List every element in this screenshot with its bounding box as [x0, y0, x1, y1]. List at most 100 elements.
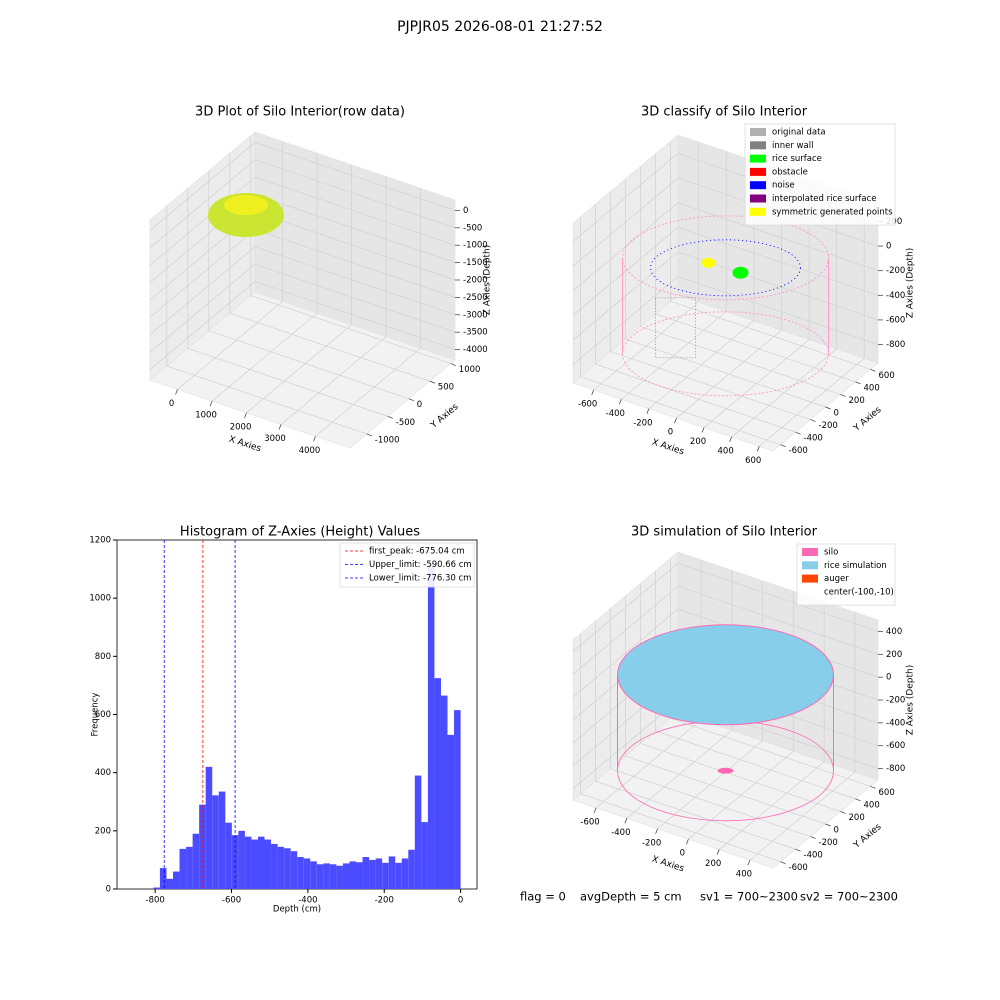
bar: [434, 678, 441, 889]
grid-line: [610, 768, 811, 837]
bar: [323, 863, 330, 889]
tick-mark: [810, 419, 816, 422]
bar: [336, 865, 343, 889]
bar: [179, 848, 187, 889]
y-tick-label: -500: [396, 418, 415, 428]
grid-line: [254, 263, 456, 333]
grid-line: [572, 153, 679, 242]
x-axis-label: X Axies: [227, 435, 262, 455]
y-tick-label: -200: [819, 421, 838, 431]
grid-line: [595, 780, 796, 850]
y-tick-label: -600: [789, 863, 808, 873]
grid-line: [149, 246, 256, 336]
tick-mark: [591, 389, 595, 396]
legend-swatch: [802, 574, 818, 583]
y-tick-label: 800: [95, 652, 111, 662]
y-tick-label: -400: [804, 851, 823, 861]
tick-mark: [655, 828, 658, 834]
grid-line: [677, 276, 879, 345]
legend-swatch: [750, 181, 766, 190]
grid-line: [625, 338, 826, 408]
bar: [349, 861, 357, 889]
y-tick-label: 0: [106, 885, 111, 895]
y-tick-label: 600: [879, 788, 895, 798]
tick-mark: [780, 861, 786, 865]
legend-box: [744, 123, 896, 226]
grid-line: [580, 376, 781, 446]
bar: [173, 871, 180, 889]
bar: [440, 695, 448, 889]
bar: [153, 887, 160, 889]
grid-line: [211, 312, 318, 402]
legend-label: obstacle: [772, 167, 808, 177]
grid-line: [655, 730, 856, 800]
y-axis-label: Frequency: [91, 693, 101, 737]
grid-line: [229, 312, 430, 382]
legend-label: auger: [824, 574, 849, 584]
point-cloud: [224, 195, 268, 215]
bar: [329, 864, 337, 889]
tick-mark: [747, 860, 751, 866]
bar: [238, 830, 245, 889]
grid-line: [572, 276, 679, 365]
grid-line: [572, 608, 679, 698]
grid-line: [670, 717, 871, 787]
tick-mark: [716, 849, 720, 855]
bar: [369, 859, 376, 889]
noise-cloud: [650, 239, 801, 297]
bar: [375, 858, 383, 889]
y-tick-label: 0: [834, 826, 839, 836]
z-axis-label: Z Axies (Depth): [906, 248, 916, 319]
y-tick-label: 400: [95, 768, 111, 778]
legend-swatch: [802, 548, 818, 556]
x-tick-label: 200: [690, 437, 706, 447]
tick-mark: [855, 798, 861, 802]
z-tick-label: -600: [886, 741, 905, 751]
grid-line: [677, 226, 879, 296]
rice-cloud: [732, 266, 749, 279]
tick-mark: [593, 807, 597, 813]
z-tick-label: -2500: [463, 293, 488, 303]
legend-label: Upper_limit: -590.66 cm: [369, 560, 472, 570]
y-tick-label: 400: [864, 383, 880, 393]
bar: [414, 775, 422, 889]
grid-line: [572, 586, 679, 675]
grid-line: [254, 142, 456, 211]
tick-mark: [825, 823, 831, 827]
x-tick-label: 200: [705, 859, 721, 869]
x-tick-label: 3000: [264, 434, 286, 444]
x-tick-label: -200: [642, 838, 661, 848]
y-tick-label: 200: [849, 396, 865, 406]
chart-title: 3D classify of Silo Interior: [641, 105, 808, 120]
bar: [316, 864, 324, 889]
legend-label: rice simulation: [824, 561, 887, 571]
y-tick-label: 0: [834, 409, 839, 419]
y-tick-label: -600: [789, 446, 808, 456]
bar: [362, 857, 370, 889]
grid-line: [149, 229, 256, 318]
grid-line: [670, 300, 871, 370]
bar: [199, 804, 206, 889]
y-axis-label: Y Axies: [851, 822, 883, 851]
bar: [401, 858, 409, 889]
grid-line: [677, 563, 879, 632]
tick-mark: [729, 436, 732, 443]
grid-line: [640, 743, 841, 812]
y-tick-label: 200: [849, 813, 865, 823]
y-tick-label: -200: [819, 838, 838, 848]
legend-swatch: [750, 207, 766, 216]
tick-mark: [780, 444, 786, 448]
bar: [388, 856, 396, 889]
x-tick-label: -400: [606, 409, 625, 419]
grid-line: [149, 142, 256, 231]
grid-line: [572, 177, 679, 267]
bar: [159, 868, 167, 889]
tick-mark: [387, 415, 393, 419]
x-tick-label: 2000: [230, 422, 252, 432]
grid-line: [254, 194, 456, 263]
z-tick-label: -800: [886, 764, 905, 774]
legend-box: [339, 542, 475, 588]
grid-line: [149, 281, 256, 370]
x-tick-label: -200: [375, 896, 394, 906]
footer-text: flag = 0: [520, 890, 566, 904]
